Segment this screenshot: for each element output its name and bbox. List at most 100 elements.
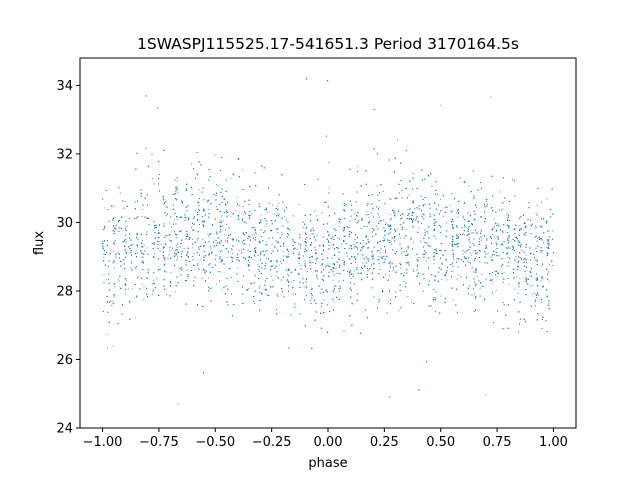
data-point xyxy=(195,209,197,211)
data-point xyxy=(167,206,168,208)
data-point xyxy=(221,225,223,227)
data-point xyxy=(217,185,219,187)
data-point xyxy=(496,276,498,278)
data-point xyxy=(271,275,273,277)
data-point xyxy=(518,260,519,262)
data-point xyxy=(520,244,522,246)
data-point xyxy=(248,262,250,264)
data-point xyxy=(191,247,193,249)
data-point xyxy=(242,205,244,207)
data-point xyxy=(281,262,282,264)
data-point xyxy=(353,247,355,249)
data-point xyxy=(226,204,227,206)
data-point xyxy=(193,253,195,255)
data-point xyxy=(170,272,172,273)
data-point xyxy=(503,271,505,273)
data-point xyxy=(458,211,460,213)
data-point xyxy=(339,221,341,223)
data-point xyxy=(365,214,367,216)
data-point xyxy=(413,271,415,272)
data-point xyxy=(115,216,117,218)
data-point xyxy=(434,311,436,313)
data-point xyxy=(307,271,308,273)
data-point xyxy=(272,279,274,281)
data-point xyxy=(288,253,290,255)
data-point xyxy=(220,271,222,273)
data-point xyxy=(410,239,412,241)
data-point xyxy=(238,249,240,251)
data-point xyxy=(373,229,375,231)
data-point xyxy=(434,249,436,251)
data-point xyxy=(449,204,451,206)
data-point xyxy=(463,253,465,255)
data-point xyxy=(455,212,457,214)
data-point xyxy=(452,252,454,254)
data-point xyxy=(214,245,216,247)
data-point xyxy=(304,263,306,265)
scatter-series xyxy=(102,78,554,405)
data-point xyxy=(485,394,487,396)
data-point xyxy=(106,279,108,281)
data-point xyxy=(114,267,116,269)
data-point xyxy=(113,231,115,232)
data-point xyxy=(315,215,317,217)
data-point xyxy=(316,234,318,236)
data-point xyxy=(177,188,179,190)
data-point xyxy=(401,214,403,215)
data-point xyxy=(328,235,330,237)
data-point xyxy=(543,242,544,243)
data-point xyxy=(548,302,550,304)
data-point xyxy=(171,226,173,228)
data-point xyxy=(177,180,179,182)
data-point xyxy=(491,233,493,235)
data-point xyxy=(154,253,156,255)
data-point xyxy=(382,261,384,263)
data-point xyxy=(230,216,232,218)
data-point xyxy=(479,287,481,289)
data-point xyxy=(399,224,401,226)
data-point xyxy=(490,96,492,98)
data-point xyxy=(540,265,542,267)
data-point xyxy=(348,248,350,250)
data-point xyxy=(440,104,442,106)
data-point xyxy=(281,232,283,233)
data-point xyxy=(237,267,239,269)
data-point xyxy=(299,258,301,260)
data-point xyxy=(278,264,280,266)
data-point xyxy=(486,203,488,205)
data-point xyxy=(266,244,268,246)
data-point xyxy=(332,238,334,240)
data-point xyxy=(499,209,500,211)
data-point xyxy=(176,247,178,249)
data-point xyxy=(418,227,420,229)
data-point xyxy=(112,345,114,347)
data-point xyxy=(310,300,312,302)
data-point xyxy=(263,289,265,291)
data-point xyxy=(143,299,145,300)
data-point xyxy=(236,197,238,199)
data-point xyxy=(535,212,537,214)
data-point xyxy=(446,222,447,224)
data-point xyxy=(389,214,391,215)
data-point xyxy=(289,281,291,283)
data-point xyxy=(394,229,396,231)
data-point xyxy=(495,244,497,246)
data-point xyxy=(333,239,335,240)
data-point xyxy=(173,220,175,222)
data-point xyxy=(215,206,217,208)
data-point xyxy=(248,216,250,218)
data-point xyxy=(158,232,160,234)
data-point xyxy=(219,231,221,233)
data-point xyxy=(198,209,200,211)
data-point xyxy=(474,293,475,295)
data-point xyxy=(552,230,553,232)
data-point xyxy=(427,226,429,228)
data-point xyxy=(153,279,155,281)
data-point xyxy=(313,233,315,235)
data-point xyxy=(254,255,256,257)
data-point xyxy=(164,203,165,204)
data-point xyxy=(332,235,334,237)
data-point xyxy=(382,255,384,257)
data-point xyxy=(255,232,257,234)
data-point xyxy=(158,237,160,239)
